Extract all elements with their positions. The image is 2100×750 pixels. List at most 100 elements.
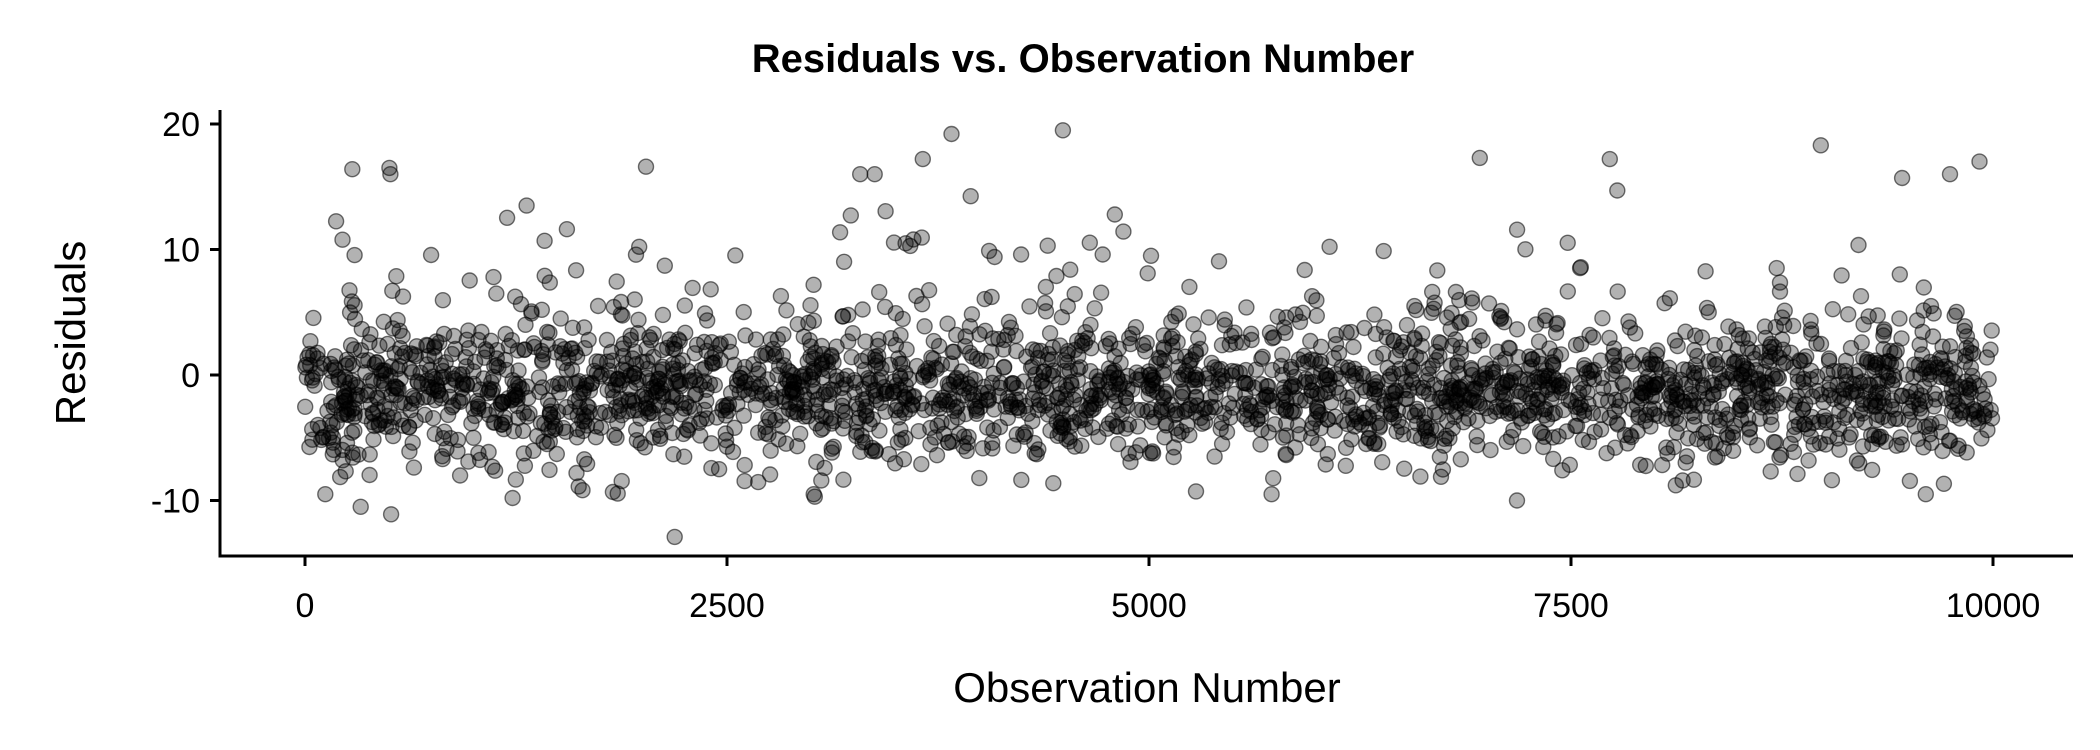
scatter-point xyxy=(1165,439,1183,456)
scatter-point xyxy=(604,483,622,501)
scatter-point xyxy=(1304,414,1322,431)
scatter-point xyxy=(1482,441,1499,459)
scatter-point xyxy=(1941,165,1959,183)
x-tick-label: 10000 xyxy=(1946,587,2041,625)
scatter-point xyxy=(1863,461,1881,479)
scatter-point xyxy=(1888,437,1905,454)
scatter-point xyxy=(1614,374,1631,392)
scatter-point xyxy=(831,224,849,241)
scatter-point xyxy=(379,407,396,425)
scatter-point xyxy=(1519,407,1537,425)
scatter-point xyxy=(1188,388,1205,405)
scatter-point xyxy=(558,220,576,238)
scatter-point xyxy=(957,328,974,345)
scatter-point xyxy=(857,333,874,350)
scatter-point xyxy=(895,451,913,468)
scatter-point xyxy=(699,312,716,329)
y-tick-label: -10 xyxy=(151,483,200,521)
scatter-point xyxy=(1935,475,1953,492)
scatter-point xyxy=(676,297,693,314)
scatter-point xyxy=(1765,433,1783,451)
scatter-point xyxy=(581,404,598,421)
scatter-point xyxy=(1122,335,1139,353)
scatter-point xyxy=(654,306,672,324)
scatter-point xyxy=(992,374,1009,392)
scatter-point xyxy=(963,306,981,323)
scatter-point xyxy=(877,202,894,220)
scatter-point xyxy=(1206,359,1223,376)
scatter-point xyxy=(1926,385,1943,402)
scatter-point xyxy=(1901,472,1919,490)
scatter-point xyxy=(425,381,442,398)
scatter-point xyxy=(1559,283,1577,300)
scatter-point xyxy=(641,372,659,390)
scatter-point xyxy=(1403,371,1420,388)
scatter-point xyxy=(1210,253,1228,270)
scatter-point xyxy=(735,303,752,321)
scatter-point xyxy=(1891,266,1909,283)
scatter-point xyxy=(400,419,418,436)
scatter-point xyxy=(1243,331,1260,349)
scatter-point xyxy=(1536,428,1553,445)
scatter-point xyxy=(999,409,1016,427)
scatter-point xyxy=(1623,428,1640,446)
scatter-point xyxy=(1957,379,1975,397)
scatter-point xyxy=(1978,349,1996,366)
scatter-point xyxy=(1066,438,1084,455)
scatter-point xyxy=(404,434,421,451)
scatter-point xyxy=(1481,407,1499,425)
scatter-point xyxy=(934,389,952,406)
scatter-point xyxy=(706,376,723,394)
scatter-point xyxy=(1958,339,1975,357)
scatter-point xyxy=(1039,351,1057,369)
scatter-point xyxy=(759,371,776,388)
x-tick-label: 2500 xyxy=(689,587,765,625)
scatter-point xyxy=(1026,384,1044,401)
scatter-point xyxy=(915,369,932,386)
scatter-point xyxy=(1752,394,1769,412)
scatter-point xyxy=(959,375,976,393)
scatter-point xyxy=(1471,328,1488,345)
scatter-point xyxy=(365,431,382,448)
scatter-point xyxy=(564,319,581,336)
scatter-point xyxy=(1625,355,1642,373)
scatter-point xyxy=(1039,237,1056,254)
scatter-point xyxy=(684,279,701,297)
scatter-point xyxy=(964,348,981,365)
scatter-point xyxy=(1942,360,1959,377)
scatter-point xyxy=(401,443,418,460)
scatter-point xyxy=(971,326,988,343)
scatter-point xyxy=(384,320,402,337)
scatter-point xyxy=(1117,389,1135,406)
scatter-point xyxy=(1789,465,1806,483)
scatter-point xyxy=(1571,259,1589,277)
scatter-point xyxy=(568,429,586,446)
scatter-point xyxy=(1187,371,1204,389)
scatter-point xyxy=(1282,358,1300,376)
scatter-point xyxy=(1113,406,1131,423)
scatter-point xyxy=(1224,399,1242,416)
scatter-point xyxy=(1132,437,1149,454)
scatter-point xyxy=(587,429,605,446)
scatter-point xyxy=(460,453,477,470)
scatter-point xyxy=(880,446,898,463)
scatter-point xyxy=(466,353,484,371)
scatter-point xyxy=(1218,423,1236,441)
scatter-point xyxy=(1874,408,1891,426)
scatter-point xyxy=(1744,344,1761,361)
scatter-point xyxy=(1598,445,1615,462)
scatter-point xyxy=(1839,306,1857,323)
scatter-point xyxy=(542,406,559,423)
scatter-point xyxy=(1666,374,1684,392)
scatter-point xyxy=(1181,278,1198,296)
scatter-point xyxy=(1158,417,1175,434)
scatter-point xyxy=(641,329,658,346)
y-tick-label: 20 xyxy=(162,106,200,144)
x-tick-label: 7500 xyxy=(1533,587,1609,625)
scatter-point xyxy=(1885,367,1903,384)
scatter-point xyxy=(1911,336,1928,353)
scatter-point xyxy=(1331,385,1348,402)
scatter-point xyxy=(488,342,506,359)
scatter-point xyxy=(1418,372,1436,390)
scatter-point xyxy=(405,459,423,476)
